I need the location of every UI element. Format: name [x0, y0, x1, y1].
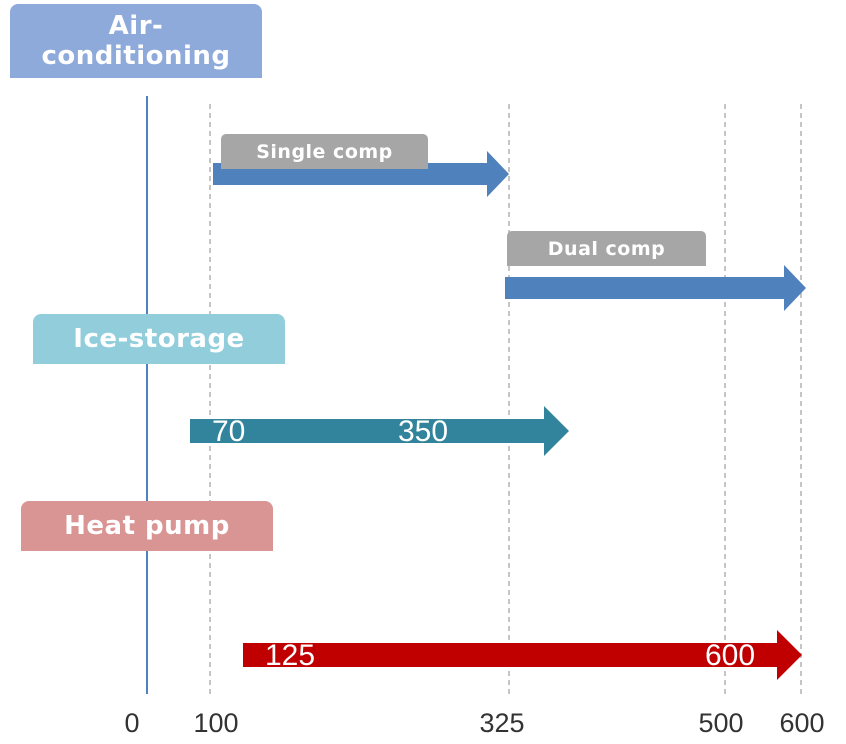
category-air-conditioning: Air- conditioning [10, 4, 262, 78]
heat-pump-end-label: 600 [705, 639, 756, 672]
tick-label-0: 0 [124, 708, 140, 738]
dual-comp-label: Dual comp [507, 231, 706, 266]
range-arrows [190, 151, 806, 680]
arrow-heat-pump [243, 630, 802, 680]
ice-storage-start-label: 70 [212, 415, 246, 448]
gridlines [146, 96, 802, 698]
tick-label-100: 100 [193, 708, 239, 738]
arrow-single-comp [213, 151, 509, 197]
arrow-dual-comp [505, 265, 806, 311]
category-heat-pump: Heat pump [21, 501, 273, 551]
tick-label-325: 325 [479, 708, 525, 738]
tick-label-500: 500 [698, 708, 744, 738]
tick-label-600: 600 [779, 708, 825, 738]
single-comp-label: Single comp [221, 134, 428, 169]
ice-storage-end-label: 350 [398, 415, 449, 448]
arrow-ice-storage [190, 406, 569, 456]
heat-pump-start-label: 125 [265, 639, 316, 672]
category-ice-storage: Ice-storage [33, 314, 285, 364]
